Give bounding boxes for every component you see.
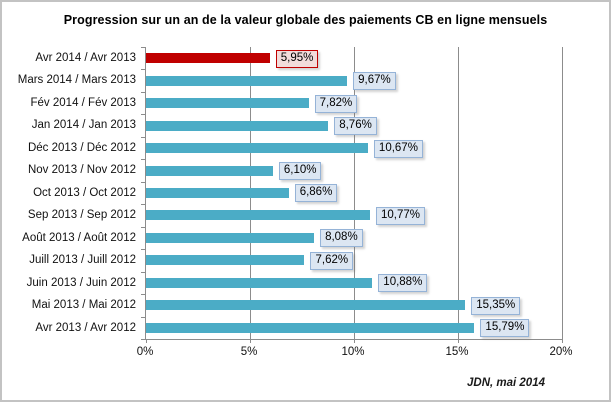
- y-axis-tick: [141, 272, 145, 273]
- y-axis-tick: [141, 137, 145, 138]
- bar: [146, 165, 273, 176]
- bar: [146, 120, 329, 131]
- source-caption: JDN, mai 2014: [467, 377, 545, 389]
- bar-value-label: 10,67%: [373, 139, 423, 158]
- bar-row: 9,67%: [146, 69, 562, 91]
- bar: [146, 300, 466, 311]
- x-axis-tick: [146, 339, 147, 343]
- bar: [146, 210, 371, 221]
- category-label: Juin 2013 / Juin 2012: [26, 276, 136, 289]
- bar-value-label: 7,62%: [310, 251, 354, 270]
- bar-row: 6,86%: [146, 182, 562, 204]
- y-axis-tick: [141, 317, 145, 318]
- category-label: Nov 2013 / Nov 2012: [27, 164, 136, 177]
- bar: [146, 277, 373, 288]
- bar-row: 10,88%: [146, 272, 562, 294]
- category-label: Déc 2013 / Déc 2012: [27, 141, 136, 154]
- y-axis-tick: [141, 204, 145, 205]
- y-axis-tick: [141, 294, 145, 295]
- bar: [146, 322, 475, 333]
- x-tick-label: 0%: [136, 346, 154, 358]
- bar-value-label: 8,08%: [320, 229, 363, 248]
- x-axis-tick: [354, 339, 355, 343]
- highlight-bar: [146, 53, 270, 64]
- y-axis-tick: [141, 47, 145, 48]
- bar-row: 7,62%: [146, 249, 562, 271]
- x-tick-label: 20%: [549, 346, 573, 358]
- y-axis-tick: [141, 249, 145, 250]
- bar-row: 15,35%: [146, 294, 562, 316]
- category-label: Jan 2014 / Jan 2013: [31, 119, 136, 132]
- y-axis-tick: [141, 182, 145, 183]
- x-axis-tick: [250, 339, 251, 343]
- gridline: [458, 47, 459, 339]
- plot-area: 5,95% 9,67% 7,82% 8,76% 10,67% 6,10% 6,86% 10,7…: [141, 47, 563, 343]
- category-label: Juill 2013 / Juill 2012: [29, 254, 136, 267]
- bar-value-label: 7,82%: [314, 94, 358, 113]
- category-label: Fév 2014 / Fév 2013: [30, 96, 136, 109]
- bar-value-label: 10,88%: [378, 274, 428, 293]
- bar-value-label: 6,10%: [278, 162, 322, 181]
- bar-row: 10,67%: [146, 137, 562, 159]
- category-label: Mars 2014 / Mars 2013: [17, 74, 136, 87]
- x-axis: 0% 5% 10% 15% 20%: [137, 346, 573, 362]
- category-label: Mai 2013 / Mai 2012: [31, 299, 136, 312]
- gridline: [562, 47, 563, 339]
- bar: [146, 143, 368, 154]
- x-tick-label: 10%: [341, 346, 365, 358]
- bar-row: 10,77%: [146, 204, 562, 226]
- bar-value-label: 10,77%: [376, 206, 426, 225]
- bar-value-label: 6,86%: [294, 184, 338, 203]
- bar-value-label: 9,67%: [353, 72, 396, 91]
- bar: [146, 232, 315, 243]
- x-tick-label: 15%: [445, 346, 469, 358]
- bar: [146, 98, 309, 109]
- gridline: [354, 47, 355, 339]
- bar-row: 8,08%: [146, 227, 562, 249]
- category-axis: Avr 2014 / Avr 2013 Mars 2014 / Mars 2013…: [2, 47, 139, 339]
- x-tick-label: 5%: [240, 346, 258, 358]
- y-axis-tick: [141, 92, 145, 93]
- bar-row: 5,95%: [146, 47, 562, 69]
- y-axis-tick: [141, 227, 145, 228]
- bar-row: 7,82%: [146, 92, 562, 114]
- y-axis-tick: [141, 69, 145, 70]
- chart-title: Progression sur un an de la valeur globa…: [63, 13, 548, 27]
- bar-value-label: 15,35%: [471, 296, 521, 315]
- y-axis-tick: [141, 114, 145, 115]
- bar: [146, 187, 289, 198]
- category-label: Sep 2013 / Sep 2012: [27, 209, 136, 222]
- category-label: Avr 2013 / Avr 2012: [35, 321, 136, 334]
- bar: [146, 255, 305, 266]
- y-axis-tick: [141, 339, 145, 340]
- bar-value-label: 15,79%: [480, 319, 530, 338]
- bar-value-label: 5,95%: [275, 49, 319, 68]
- bar-row: 6,10%: [146, 159, 562, 181]
- category-label: Oct 2013 / Oct 2012: [33, 186, 136, 199]
- y-axis-tick: [141, 159, 145, 160]
- bar-row: 15,79%: [146, 317, 562, 339]
- x-axis-tick: [458, 339, 459, 343]
- category-label: Août 2013 / Août 2012: [22, 231, 136, 244]
- category-label: Avr 2014 / Avr 2013: [35, 52, 136, 64]
- bar: [146, 75, 348, 86]
- bar-row: 8,76%: [146, 114, 562, 136]
- x-axis-tick: [562, 339, 563, 343]
- bar-value-label: 8,76%: [334, 117, 377, 136]
